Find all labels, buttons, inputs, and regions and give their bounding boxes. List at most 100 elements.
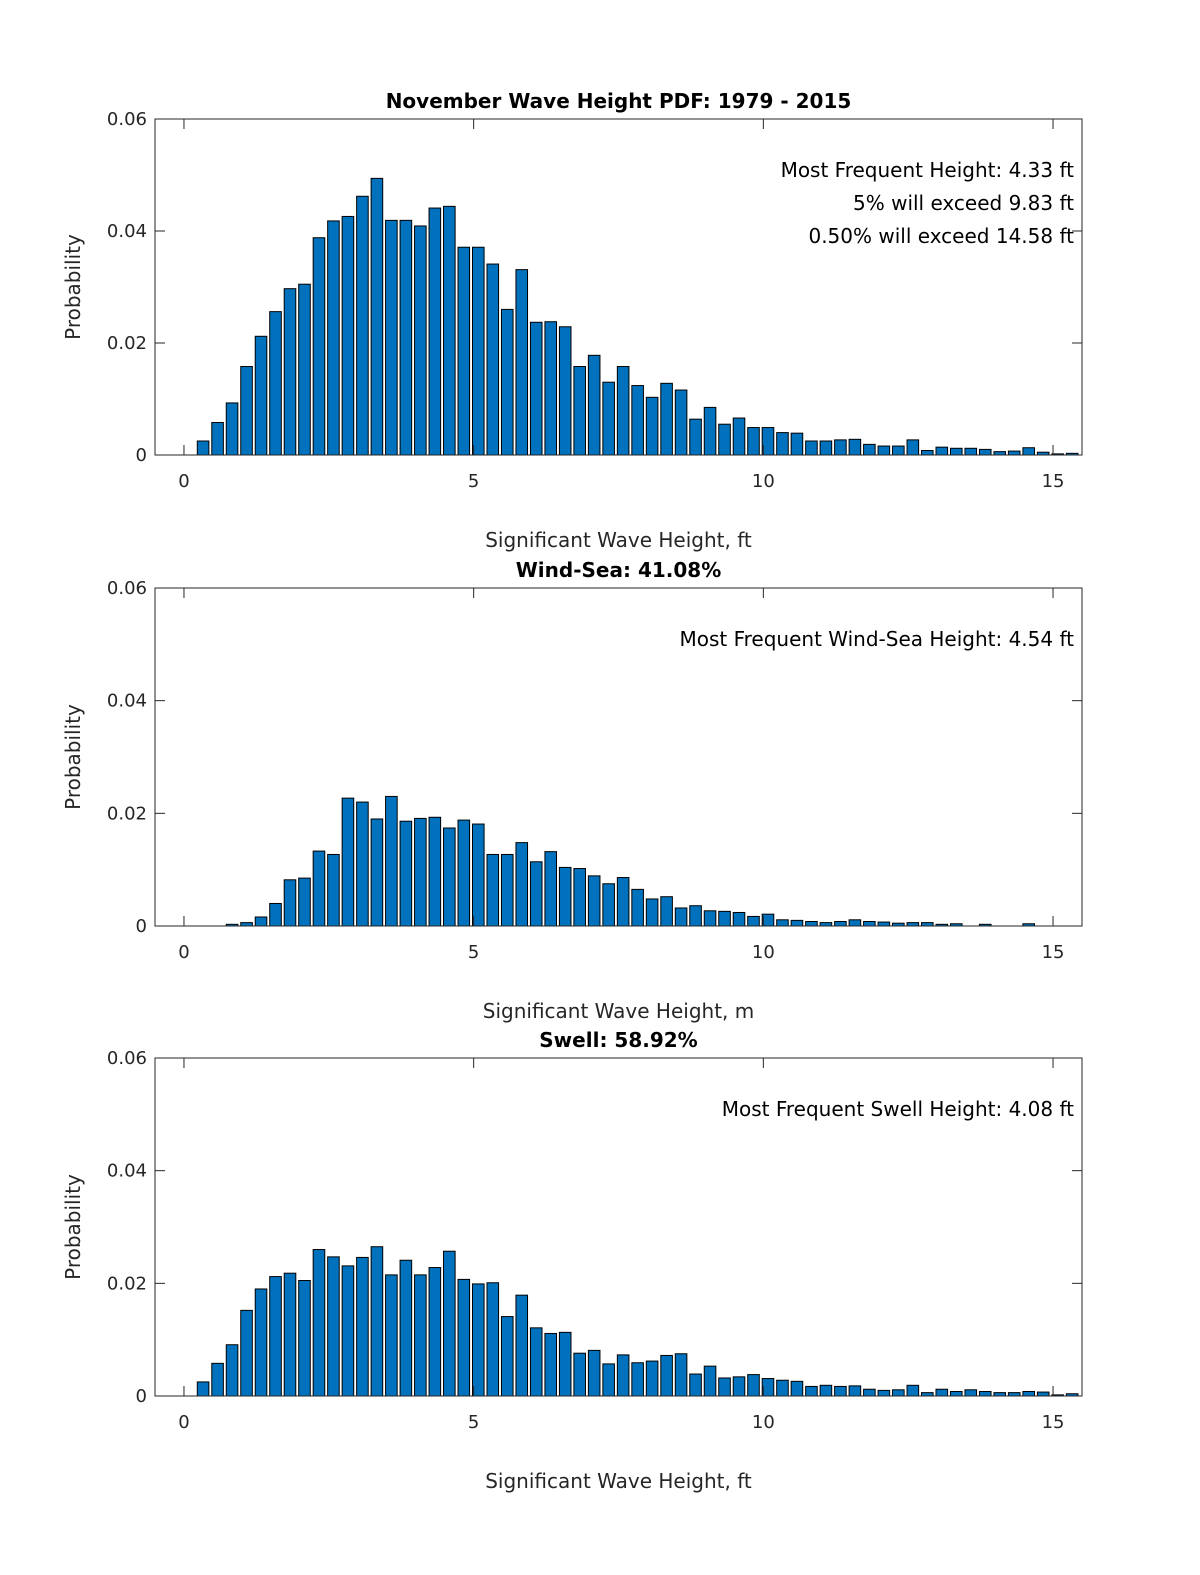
bar [935,1388,949,1397]
bar [616,1354,630,1397]
bar [356,801,369,927]
bar [616,366,630,456]
bar [848,919,862,927]
bar [1036,1391,1050,1397]
y-axis-label: Probability [61,704,85,810]
bar [863,1388,876,1397]
bar [327,220,340,456]
bar [356,195,369,456]
bar [935,446,949,456]
bar [892,445,905,456]
x-tick-label: 15 [1042,942,1065,963]
bar [472,246,485,456]
bar [225,1344,239,1397]
axes-frame [154,587,1083,927]
bar [269,902,282,927]
y-tick-label: 0.04 [107,221,147,242]
annotation-text: Most Frequent Wind-Sea Height: 4.54 ft [679,627,1074,651]
bar [254,1288,268,1397]
bar [761,913,775,927]
bar [587,354,601,456]
bar [443,205,456,456]
bar [486,263,500,456]
bar [747,427,760,456]
bar [529,1327,543,1397]
bar [978,448,992,456]
y-tick-label: 0.06 [107,109,147,130]
x-tick-label: 15 [1042,1412,1065,1433]
bar [1007,450,1021,456]
bar [385,795,398,927]
bar [602,381,615,456]
bar [515,842,529,927]
bar [240,366,253,456]
x-tick-label: 5 [468,1412,479,1433]
bar [863,920,876,927]
bar [747,915,760,927]
bar [544,851,558,927]
bar [703,1365,717,1397]
bar [385,1274,398,1397]
bar [660,1354,673,1397]
x-tick-label: 0 [178,1412,189,1433]
x-tick-label: 0 [178,942,189,963]
bar [414,225,427,456]
bar [616,877,630,927]
bar [428,1267,442,1397]
bar [225,402,239,456]
bar [892,1389,905,1397]
bar [486,853,500,927]
bar [906,439,920,456]
chart-title: November Wave Height PDF: 1979 - 2015 [386,89,852,113]
bar [906,922,920,927]
bar [529,861,543,927]
bar [732,1376,746,1397]
bar [790,919,804,927]
bar [298,877,311,927]
bar-series [196,177,1079,456]
x-tick-label: 0 [178,471,189,492]
axes-frame [154,118,1083,456]
bar [428,207,442,456]
annotation-text: Most Frequent Height: 4.33 ft [781,158,1075,182]
bar [848,438,862,456]
bar [558,1331,572,1397]
x-axis-label: Significant Wave Height, m [483,999,754,1023]
x-tick-label: 10 [752,471,775,492]
bar [529,321,543,456]
bar [515,269,529,456]
bar [283,288,297,456]
bar [949,1390,963,1397]
bar [399,219,413,456]
bar [689,1373,702,1397]
bar [443,1250,456,1397]
bar [486,1282,500,1397]
bar [573,868,586,927]
y-axis-label: Probability [61,234,85,340]
x-tick-label: 5 [468,942,479,963]
bar [457,1278,471,1397]
annotation-text: Most Frequent Swell Height: 4.08 ft [722,1097,1074,1121]
bar [718,910,731,927]
bar [269,1276,282,1397]
bar [921,922,934,927]
bar [1022,1390,1035,1397]
bar [993,1392,1007,1397]
y-tick-label: 0.02 [107,333,147,354]
bar [978,1390,992,1397]
bar [834,439,847,456]
chart-panel-2: 0 5 10 15 0 0.02 0.04 0.06 Wind-Sea: 41.08% Signi… [61,558,1083,1023]
bar [211,422,224,456]
bar [689,905,702,927]
bar [602,1363,615,1397]
bar [805,920,818,927]
bar [761,1378,775,1397]
bar-series [225,795,1035,927]
bar [370,1246,384,1397]
y-axis-label: Probability [61,1174,85,1280]
bar [660,896,673,927]
bar [341,215,355,456]
axes-frame [154,1057,1083,1397]
bar [631,385,644,456]
bar [645,898,659,927]
